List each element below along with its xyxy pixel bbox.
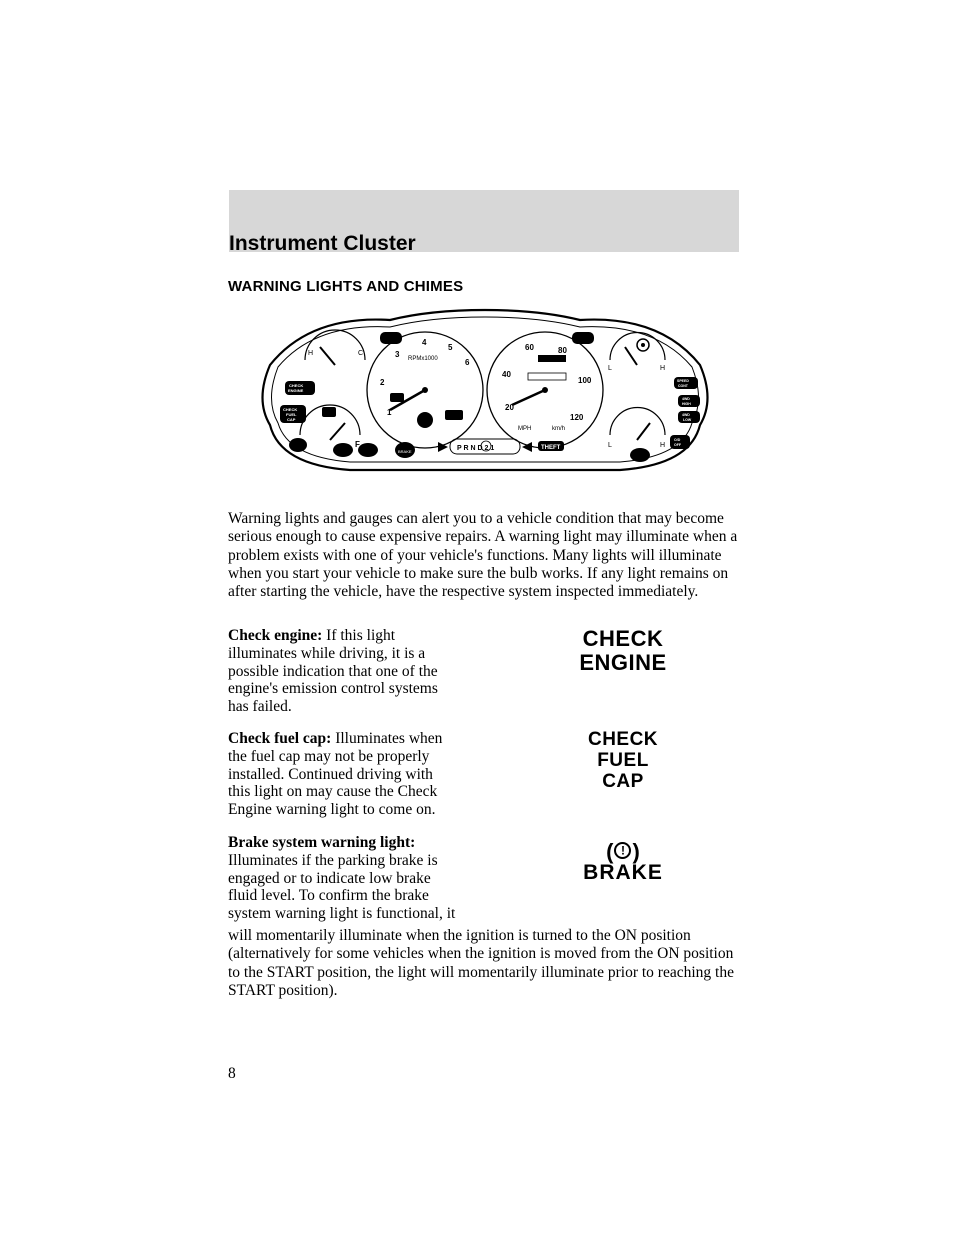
svg-text:km/h: km/h: [552, 426, 565, 432]
svg-text:BRAKE: BRAKE: [398, 449, 412, 454]
intro-paragraph: Warning lights and gauges can alert you …: [228, 510, 738, 601]
check-fuel-cap-text: Check fuel cap: Illuminates when the fue…: [228, 730, 458, 819]
check-fuel-cap-row: Check fuel cap: Illuminates when the fue…: [228, 730, 738, 819]
instrument-cluster-figure: H C E F 1 2 3 4 5 6 RPMx1000: [250, 305, 720, 490]
check-engine-text: Check engine: If this light illuminates …: [228, 627, 458, 716]
svg-text:60: 60: [525, 343, 534, 352]
svg-text:L: L: [608, 365, 612, 372]
svg-text:4WD: 4WD: [682, 413, 690, 417]
svg-text:O/D: O/D: [674, 438, 681, 442]
svg-text:OFF: OFF: [674, 443, 682, 447]
svg-text:100: 100: [578, 376, 592, 385]
svg-text:CONT: CONT: [678, 384, 689, 388]
check-engine-row: Check engine: If this light illuminates …: [228, 627, 738, 716]
page: Instrument Cluster WARNING LIGHTS AND CH…: [0, 0, 954, 1235]
brake-warning-icon: (): [606, 842, 640, 859]
brake-text: Brake system warning light: Illuminates …: [228, 834, 458, 923]
check-engine-indicator: CHECK ENGINE: [508, 627, 738, 716]
brake-body-full: will momentarily illuminate when the ign…: [228, 927, 738, 1000]
svg-text:RPMx1000: RPMx1000: [408, 356, 438, 362]
gauge-label: H: [308, 350, 313, 357]
brake-row: Brake system warning light: Illuminates …: [228, 834, 738, 923]
svg-text:MPH: MPH: [518, 426, 531, 432]
svg-text:ENGINE: ENGINE: [288, 388, 304, 393]
check-fuel-cap-label: Check fuel cap:: [228, 730, 331, 747]
svg-text:HIGH: HIGH: [682, 402, 691, 406]
svg-text:5: 5: [448, 343, 453, 352]
svg-text:6: 6: [465, 358, 470, 367]
gauge-label: C: [358, 350, 363, 357]
page-number: 8: [228, 1065, 236, 1083]
svg-text:H: H: [660, 365, 665, 372]
svg-text:80: 80: [558, 346, 567, 355]
svg-text:SPEED: SPEED: [677, 379, 689, 383]
check-engine-label: Check engine:: [228, 627, 322, 644]
brake-indicator: () BRAKE: [508, 834, 738, 923]
svg-text:THEFT: THEFT: [541, 445, 561, 451]
svg-text:4: 4: [422, 338, 427, 347]
svg-text:120: 120: [570, 413, 584, 422]
svg-text:H: H: [660, 442, 665, 449]
brake-body-col: Illuminates if the parking brake is enga…: [228, 852, 455, 922]
svg-text:LOW: LOW: [683, 418, 692, 422]
svg-text:40: 40: [502, 370, 511, 379]
svg-text:2: 2: [380, 378, 385, 387]
check-fuel-cap-indicator: CHECK FUEL CAP: [508, 730, 738, 819]
svg-text:CAP: CAP: [287, 417, 296, 422]
section-title: Instrument Cluster: [229, 232, 416, 256]
svg-text:P R N D 2 1: P R N D 2 1: [457, 445, 494, 452]
svg-text:4WD: 4WD: [682, 397, 690, 401]
svg-text:3: 3: [395, 350, 400, 359]
brake-label: Brake system warning light:: [228, 834, 415, 851]
svg-text:L: L: [608, 442, 612, 449]
subheading: WARNING LIGHTS AND CHIMES: [228, 278, 463, 295]
